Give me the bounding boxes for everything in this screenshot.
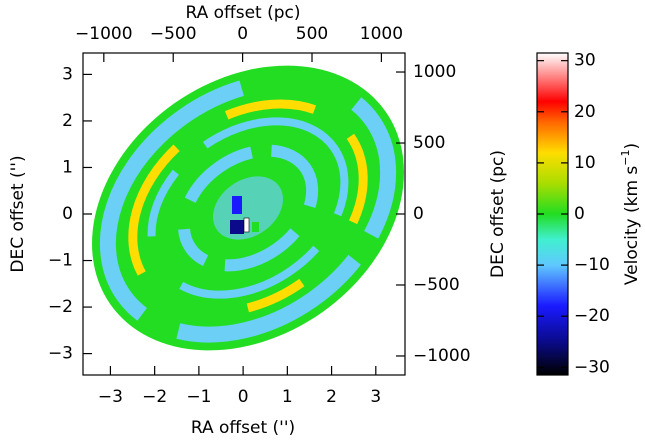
y2-tick-label: 1000 [413,62,456,82]
colorbar-tick-label: −20 [574,306,610,326]
x-tick-label: 2 [326,387,337,407]
x2-tick-label: 1000 [360,24,403,44]
y-tick-label: 2 [62,111,73,131]
x2-tick-label: 0 [237,24,248,44]
y-axis-label: DEC offset ('') [8,155,28,272]
x-tick-label: 0 [238,387,249,407]
colorbar-label-sup: −1 [619,150,632,166]
velocity-map [92,65,404,351]
colorbar-tick-label: 30 [574,51,596,71]
colorbar-tick-label: −30 [574,357,610,377]
colorbar-tick-label: 20 [574,102,596,122]
y-tick-label: 3 [62,64,73,84]
y-tick-label: 1 [62,157,73,177]
colorbar-tick-label: 0 [574,204,585,224]
y2-tick-label: −500 [413,275,460,295]
y2-tick-label: 0 [413,204,424,224]
y2-tick-label: −1000 [413,346,471,366]
colorbar-tick-label: −10 [574,255,610,275]
y2-axis-label: DEC offset (pc) [488,150,508,278]
y2-tick-label: 500 [413,133,445,153]
x-tick-label: 1 [282,387,293,407]
x-tick-label: −3 [98,387,123,407]
x-axis-label: RA offset ('') [191,418,295,438]
x2-axis-label: RA offset (pc) [185,3,300,23]
x-tick-label: −1 [186,387,211,407]
x2-tick-label: −500 [150,24,197,44]
y-tick-label: −1 [48,251,73,271]
colorbar-label: Velocity (km s−1) [619,143,642,285]
x-tick-label: 3 [370,387,381,407]
colorbar-label-text: Velocity (km s [622,166,642,286]
y-tick-label: −2 [48,297,73,317]
x2-tick-label: −1000 [75,24,133,44]
x2-tick-label: 500 [296,24,328,44]
colorbar-label-end: ) [622,143,642,150]
y-tick-label: 0 [62,204,73,224]
colorbar-tick-label: 10 [574,153,596,173]
y-tick-label: −3 [48,344,73,364]
x-tick-label: −2 [142,387,167,407]
